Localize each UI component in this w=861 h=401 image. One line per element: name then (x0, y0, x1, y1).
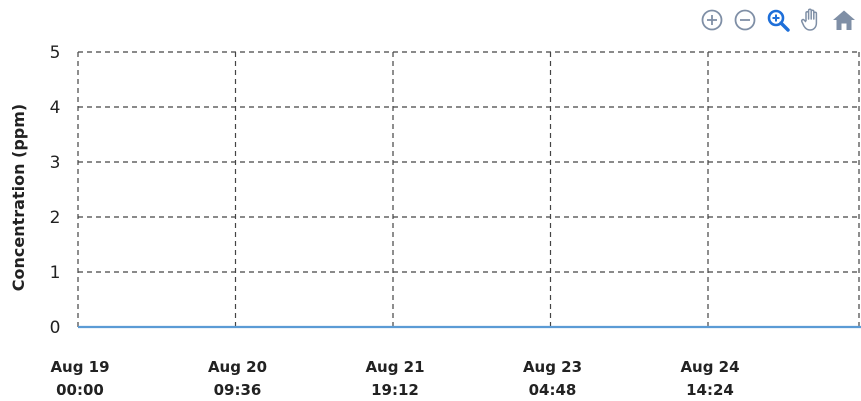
x-tick-label: 09:36 (214, 381, 262, 399)
zoom-out-button[interactable] (731, 6, 758, 33)
zoom-select-button[interactable] (764, 6, 791, 33)
y-axis-label: Concentration (ppm) (9, 104, 28, 291)
zoom-select-icon (767, 9, 790, 32)
y-tick-label: 0 (50, 318, 61, 338)
x-tick-label: 04:48 (529, 381, 577, 399)
chart-toolbar (698, 6, 857, 33)
y-tick-label: 1 (50, 263, 61, 283)
zoom-in-icon (701, 9, 722, 30)
x-tick-label: Aug 21 (365, 358, 424, 376)
x-tick-label: 19:12 (371, 381, 419, 399)
x-tick-label: Aug 24 (680, 358, 739, 376)
x-tick-label: Aug 23 (523, 358, 582, 376)
pan-button[interactable] (797, 6, 824, 33)
pan-hand-icon (800, 8, 817, 31)
zoom-out-icon (734, 9, 755, 30)
home-button[interactable] (830, 6, 857, 33)
home-reset-icon (832, 10, 855, 30)
y-tick-label: 3 (50, 153, 61, 173)
zoom-in-button[interactable] (698, 6, 725, 33)
x-tick-label: 14:24 (686, 381, 734, 399)
x-tick-label: 00:00 (56, 381, 104, 399)
y-tick-label: 4 (50, 98, 61, 118)
y-tick-label: 5 (50, 43, 61, 63)
x-tick-label: Aug 19 (50, 358, 109, 376)
x-tick-label: Aug 20 (208, 358, 267, 376)
y-tick-label: 2 (50, 208, 61, 228)
